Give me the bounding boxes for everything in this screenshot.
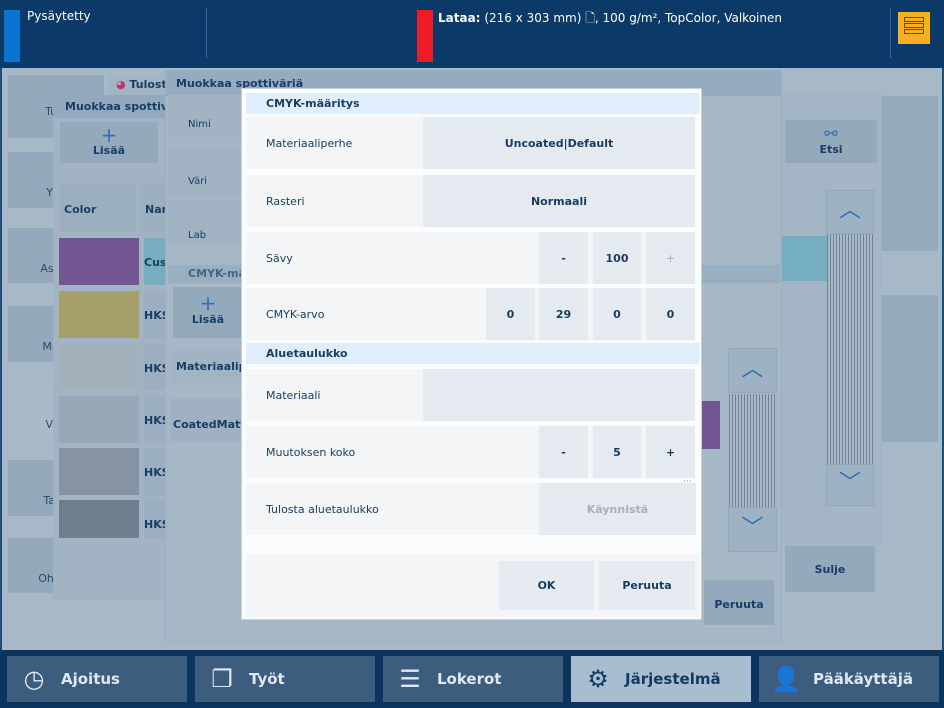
step-decrement-button[interactable]: - [539,426,588,478]
step-increment-button[interactable]: + [646,426,695,478]
cancel-button[interactable]: Peruuta [599,561,695,610]
print-chart-label: Tulosta aluetaulukko [266,503,379,516]
material-label: Materiaali [266,389,321,402]
printer-state: Pysäytetty [27,9,91,23]
divider [206,8,207,58]
add-cmyk-button[interactable]: + Lisää [173,287,243,338]
swatch[interactable] [59,500,139,538]
column-header-color[interactable]: Color [60,183,136,232]
nav-scheduling[interactable]: ◷ Ajoitus [7,656,187,702]
step-size-label: Muutoksen koko [266,446,356,459]
nav-system[interactable]: ⚙ Järjestelmä [571,656,751,702]
spot-name[interactable]: Cust [144,238,167,285]
clock-icon: ◷ [23,665,45,693]
status-bar: Pysäytetty Lataa: (216 x 303 mm) 🗋, 100 … [0,0,944,68]
material-family-label: Materiaaliperhe [266,137,353,150]
row-material-family: Materiaaliperhe Uncoated|Default [246,117,695,169]
scrollbar[interactable] [827,234,873,464]
load-details: (216 x 303 mm) 🗋, 100 g/m², TopColor, Va… [484,11,782,25]
material-family-header[interactable]: Materiaaliper [172,350,244,383]
spot-name[interactable]: HKS [144,291,167,338]
search-button[interactable]: ⚯ Etsi [785,120,877,163]
magenta-input[interactable]: 29 [539,288,588,340]
row-screening: Rasteri Normaali [246,175,695,227]
step-value-input[interactable]: 5 [593,426,641,478]
trays-icon: ☰ [399,665,421,693]
spot-name[interactable]: HKS [144,396,167,443]
selected-row [782,236,827,281]
screening-select[interactable]: Normaali [423,175,695,227]
swatch[interactable] [59,238,139,285]
material-family-value[interactable]: CoatedMatt|S [171,398,244,442]
load-indicator [417,10,433,62]
nav-trays[interactable]: ☰ Lokerot [383,656,563,702]
row-tint: Sävy - 100 + [246,232,695,284]
row-material: Materiaali [246,369,695,421]
nav-admin[interactable]: 👤 Pääkäyttäjä [759,656,939,702]
scroll-up-button[interactable]: ︿ [728,348,777,393]
swatch[interactable] [59,448,139,495]
queue-server-icon[interactable] [898,12,930,44]
field-label: Nimi [168,95,246,143]
column-header-name[interactable]: Nan [141,183,167,232]
material-select[interactable] [423,369,695,421]
row-step-size: Muutoksen koko - 5 + [246,426,695,478]
section-header: CMYK-määritys [246,93,699,114]
binoculars-icon: ⚯ [824,124,838,143]
back-panel-title: ◕ Tulost [108,74,170,96]
scrollbar[interactable] [729,394,776,507]
add-spot-button[interactable]: + Lisää [60,122,158,163]
swatch[interactable] [59,396,139,443]
plus-icon: + [100,123,118,147]
cmyk-definition-dialog: CMYK-määritys Materiaaliperhe Uncoated|D… [241,88,702,620]
user-key-icon: 👤 [771,665,801,693]
tint-label: Sävy [266,252,293,265]
material-family-select[interactable]: Uncoated|Default [423,117,695,169]
jobs-icon: ❐ [211,665,233,693]
nav-jobs[interactable]: ❐ Työt [195,656,375,702]
row-print-chart: Tulosta aluetaulukko Käynnistä ··· [246,477,696,535]
ok-button[interactable]: OK [499,561,594,610]
cyan-input[interactable]: 0 [486,288,535,340]
tint-value-input[interactable]: 100 [593,232,641,284]
right-tiles [882,295,938,442]
spot-name[interactable]: HKS [144,344,167,390]
scroll-down-button[interactable]: ﹀ [826,464,874,506]
swatch[interactable] [59,291,139,338]
swatch[interactable] [59,344,139,390]
field-label: Väri [168,148,246,195]
cmyk-label: CMYK-arvo [266,308,325,321]
tint-increment-button[interactable]: + [646,232,695,284]
black-input[interactable]: 0 [646,288,695,340]
spot-edit-cancel-button[interactable]: Peruuta [704,580,774,625]
yellow-input[interactable]: 0 [593,288,641,340]
state-indicator [4,10,20,62]
screening-label: Rasteri [266,195,305,208]
bottom-navigation: ◷ Ajoitus ❐ Työt ☰ Lokerot ⚙ Järjestelmä 👤 Pä… [0,650,944,708]
gear-icon: ⚙ [587,665,609,693]
spot-name[interactable]: HKS [144,448,167,495]
more-icon: ··· [683,477,692,487]
plus-icon: + [199,291,217,315]
dialog-footer: OK Peruuta [246,554,699,617]
start-button[interactable]: Käynnistä [539,483,696,535]
color-wheel-icon: ◕ [116,78,126,91]
scroll-up-button[interactable]: ︿ [826,190,874,234]
right-tiles [882,96,938,251]
tint-decrement-button[interactable]: - [539,232,588,284]
divider [890,8,891,58]
load-label: Lataa: [438,11,481,25]
field-label: Lab [168,200,246,245]
swatch [702,401,720,449]
section-header: Aluetaulukko [246,343,699,364]
spot-list-title: Muokkaa spottivär [53,95,167,118]
close-button[interactable]: Sulje [785,546,875,592]
row-cmyk-value: CMYK-arvo 0 29 0 0 [246,288,695,340]
spot-name[interactable]: HKS [144,500,167,538]
scroll-down-button[interactable]: ﹀ [728,507,777,552]
